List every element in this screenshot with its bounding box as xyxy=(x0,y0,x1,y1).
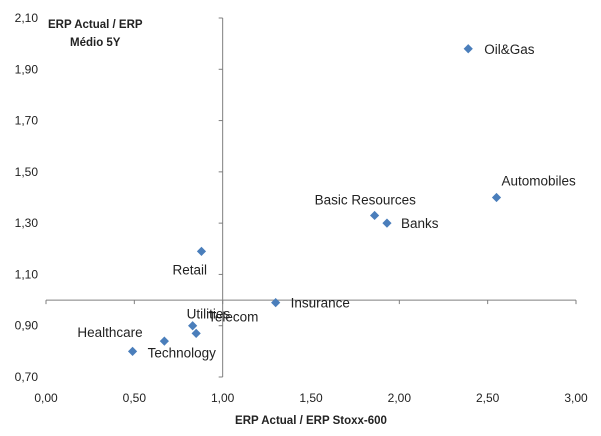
data-point-utilities xyxy=(188,321,198,331)
data-point-retail xyxy=(196,246,207,256)
y-tick-label: 2,10 xyxy=(15,11,39,25)
axes-layer xyxy=(45,17,577,378)
point-label-technology: Technology xyxy=(148,345,217,360)
x-axis-title: ERP Actual / ERP Stoxx-600 xyxy=(235,415,387,427)
point-label-basic-resources: Basic Resources xyxy=(315,192,417,207)
y-tick-label: 1,30 xyxy=(15,216,39,230)
point-labels-layer: Oil&Gas Automobiles Basic Resources Banks Re… xyxy=(77,42,576,361)
data-point-automobiles xyxy=(491,192,502,203)
data-point-oil-gas xyxy=(463,44,473,54)
x-tick-label: 1,00 xyxy=(211,391,235,405)
y-tick-label: 0,90 xyxy=(15,319,39,333)
y-tick-label: 1,10 xyxy=(15,267,39,281)
point-label-healthcare: Healthcare xyxy=(77,325,142,340)
y-tick-label: 1,90 xyxy=(15,62,39,76)
y-axis-title-line-1: ERP Actual / ERP xyxy=(48,19,143,31)
y-tick-label: 1,50 xyxy=(15,165,39,179)
y-tick-label: 1,70 xyxy=(15,114,39,128)
tick-labels-layer: 0,70 0,90 1,10 1,30 1,50 1,70 1,90 2,10 0,00 0,50… xyxy=(15,11,588,405)
x-tick-label: 1,50 xyxy=(299,391,323,405)
data-point-basic-resources xyxy=(370,210,380,221)
x-tick-label: 2,00 xyxy=(388,391,412,405)
y-axis-title-line-2: Médio 5Y xyxy=(70,37,121,49)
data-point-technology xyxy=(127,346,138,356)
data-point-healthcare xyxy=(159,336,169,346)
x-tick-label: 0,00 xyxy=(34,391,58,405)
point-label-automobiles: Automobiles xyxy=(502,174,577,189)
x-tick-label: 3,00 xyxy=(564,391,588,405)
x-tick-label: 2,50 xyxy=(476,391,500,405)
points-layer xyxy=(127,44,502,356)
point-label-telecom: Telecom xyxy=(208,309,258,324)
point-label-oil-gas: Oil&Gas xyxy=(484,42,535,57)
point-label-banks: Banks xyxy=(401,216,439,231)
data-point-insurance xyxy=(271,298,281,308)
x-tick-label: 0,50 xyxy=(123,391,147,405)
data-point-telecom xyxy=(191,328,201,339)
y-tick-label: 0,70 xyxy=(15,370,39,384)
data-point-banks xyxy=(382,218,392,228)
point-label-insurance: Insurance xyxy=(291,296,350,311)
point-label-utilities: Utilities xyxy=(187,307,231,322)
point-label-retail: Retail xyxy=(172,262,207,277)
